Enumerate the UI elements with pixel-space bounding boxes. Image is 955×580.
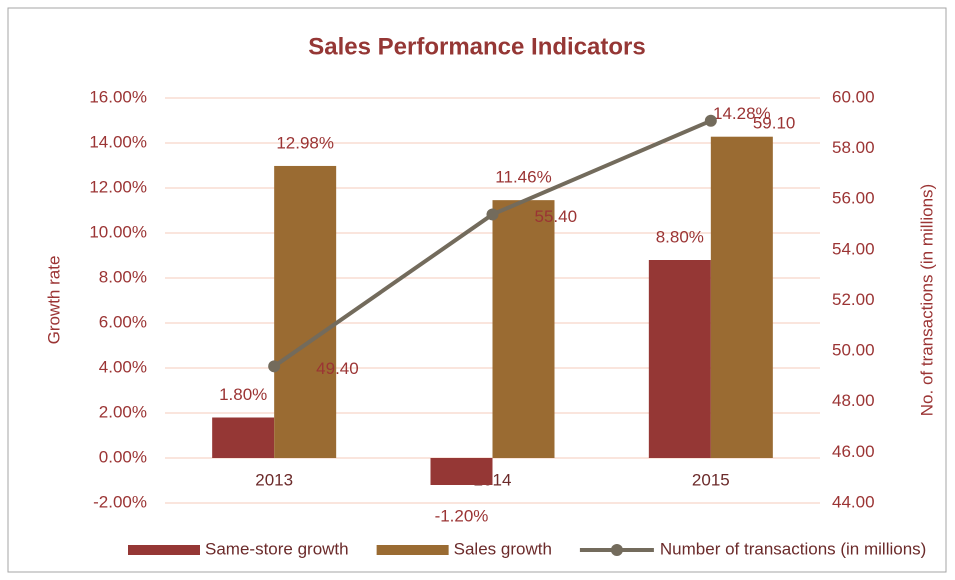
data-label: 14.28%	[713, 104, 771, 123]
bar	[430, 458, 493, 485]
bar	[274, 165, 337, 458]
bar	[212, 417, 275, 458]
data-label: 49.40	[316, 359, 359, 378]
legend-swatch	[128, 545, 200, 555]
y2-tick-label: 44.00	[832, 492, 875, 511]
x-tick-label: 2013	[255, 470, 293, 489]
y-tick-label: 2.00%	[99, 402, 147, 421]
y-tick-label: 6.00%	[99, 312, 147, 331]
y-tick-label: 14.00%	[89, 132, 147, 151]
data-label: 1.80%	[219, 385, 267, 404]
chart-title: Sales Performance Indicators	[308, 33, 645, 60]
y2-tick-label: 52.00	[832, 290, 875, 309]
y-tick-label: 0.00%	[99, 447, 147, 466]
data-label: 59.10	[753, 113, 796, 132]
legend-label: Same-store growth	[205, 539, 349, 558]
y2-tick-label: 46.00	[832, 442, 875, 461]
y2-tick-label: 54.00	[832, 239, 875, 258]
y-tick-label: -2.00%	[93, 492, 147, 511]
y2-tick-label: 60.00	[832, 87, 875, 106]
line-marker	[486, 208, 499, 221]
legend-label: Sales growth	[454, 539, 552, 558]
bar	[648, 260, 711, 458]
y-axis-title: Growth rate	[44, 256, 63, 345]
y-tick-label: 8.00%	[99, 267, 147, 286]
x-tick-label: 2015	[692, 470, 730, 489]
y2-axis-title: No. of transactions (in millions)	[917, 184, 936, 416]
y2-tick-label: 50.00	[832, 341, 875, 360]
bar	[492, 200, 555, 458]
legend-swatch	[376, 545, 449, 555]
y-tick-label: 4.00%	[99, 357, 147, 376]
y2-tick-label: 58.00	[832, 138, 875, 157]
y-tick-label: 16.00%	[89, 87, 147, 106]
legend-swatch	[610, 544, 623, 556]
data-label: 55.40	[535, 207, 578, 226]
bar	[710, 136, 773, 458]
data-label: 12.98%	[276, 133, 334, 152]
line-marker	[268, 360, 281, 373]
line-marker	[704, 114, 717, 127]
data-label: 11.46%	[495, 168, 551, 187]
data-label: -1.20%	[435, 506, 489, 525]
legend-label: Number of transactions (in millions)	[660, 539, 926, 558]
y2-tick-label: 48.00	[832, 391, 875, 410]
y-tick-label: 12.00%	[89, 177, 147, 196]
y-tick-label: 10.00%	[89, 222, 147, 241]
y2-tick-label: 56.00	[832, 189, 875, 208]
data-label: 8.80%	[656, 227, 704, 246]
